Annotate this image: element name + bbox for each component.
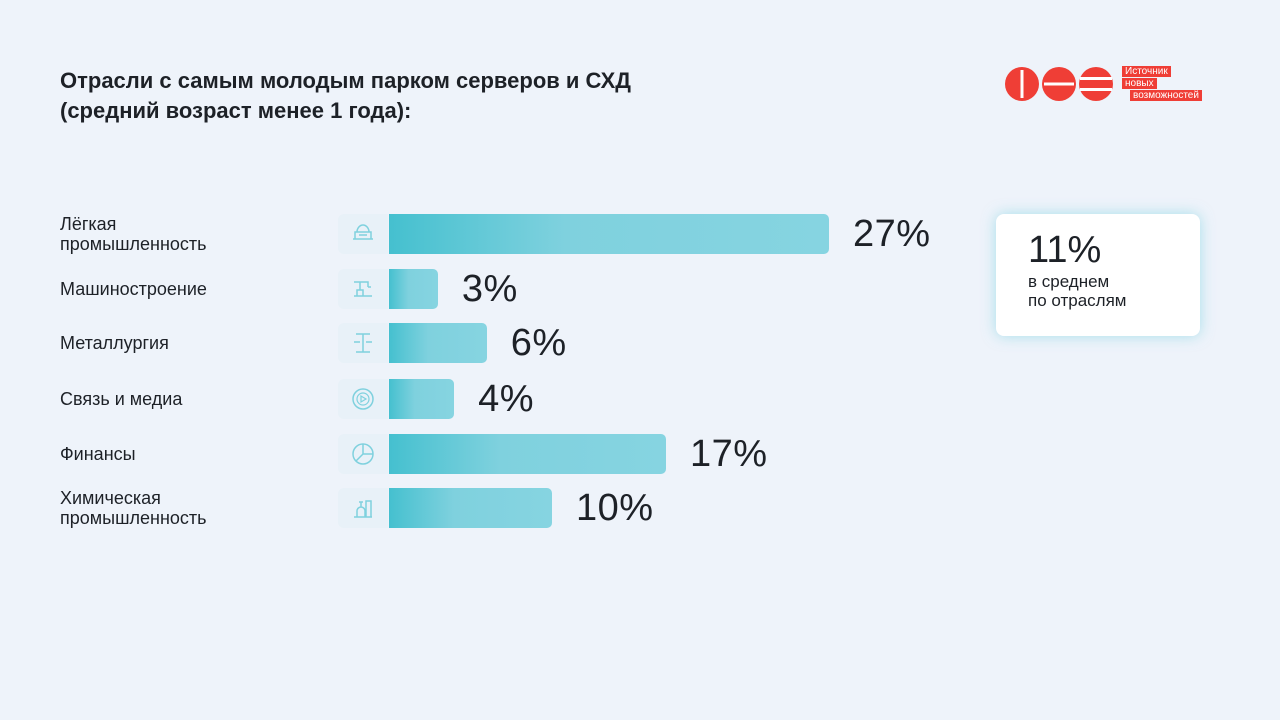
bar [389,434,667,474]
ics-logo-mark [1005,67,1113,101]
category-label-line: промышленность [60,234,207,254]
category-label: Машиностроение [60,269,330,309]
logo-tag-2: новых [1122,78,1157,89]
metal-beam-icon [338,323,388,363]
bar-value-label: 10% [575,487,654,529]
category-label-line: Машиностроение [60,279,207,299]
bar [389,214,829,254]
category-label: Химическая промышленность [60,488,330,528]
title-line-2: (средний возраст менее 1 года): [60,98,412,123]
ics-logo: Источник новых возможностей [1004,66,1220,106]
bar [389,379,455,419]
bar-value-label: 3% [461,268,518,310]
category-label-line: промышленность [60,508,207,528]
logo-tag-1: Источник [1122,66,1171,77]
average-label: в среднем по отраслям [1028,272,1200,310]
category-label-line: Металлургия [60,333,169,353]
category-label: Металлургия [60,323,330,363]
bar-value-label: 4% [478,378,535,420]
category-label: Финансы [60,434,330,474]
category-label: Лёгкая промышленность [60,214,330,254]
bar [389,323,487,363]
category-label-line: Финансы [60,444,136,464]
bar-value-label: 27% [853,213,931,255]
logo-tag-3: возможностей [1130,90,1202,101]
logo-tagline: Источник новых возможностей [1122,66,1202,101]
average-label-line-2: по отраслям [1028,291,1127,310]
category-label: Связь и медиа [60,379,330,419]
average-value: 11% [1028,229,1102,271]
average-card: 11% в среднем по отраслям [996,214,1200,336]
media-globe-icon [338,379,388,419]
chemical-plant-icon [338,488,388,528]
category-label-line: Лёгкая [60,214,117,234]
sewing-machine-icon [338,214,388,254]
robot-arm-icon [338,269,388,309]
bar-value-label: 17% [690,433,768,475]
bar [389,488,552,528]
pie-chart-icon [338,434,388,474]
bar [389,269,438,309]
average-label-line-1: в среднем [1028,272,1110,291]
title-line-1: Отрасли с самым молодым парком серверов … [60,68,631,93]
category-label-line: Связь и медиа [60,389,183,409]
page-title: Отрасли с самым молодым парком серверов … [60,66,820,126]
bar-value-label: 6% [510,322,567,364]
category-label-line: Химическая [60,488,161,508]
